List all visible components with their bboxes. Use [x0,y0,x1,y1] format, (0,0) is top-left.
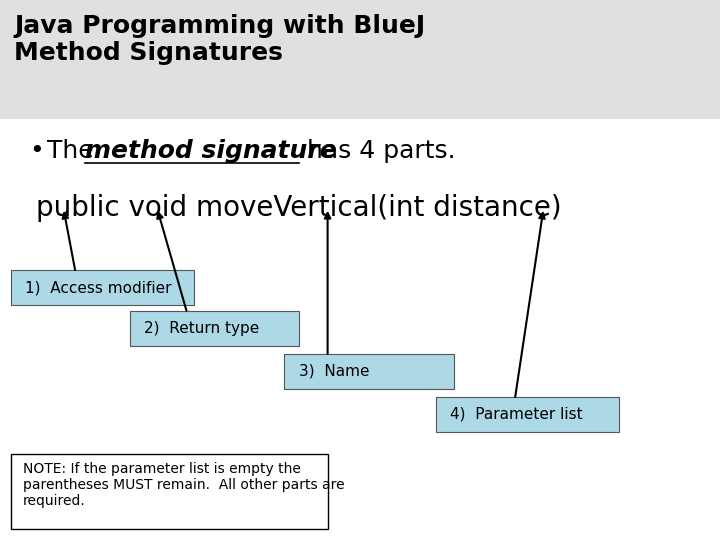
Text: public void moveVertical(int distance): public void moveVertical(int distance) [36,194,562,222]
FancyBboxPatch shape [284,354,454,389]
Text: has 4 parts.: has 4 parts. [299,139,456,163]
Text: 2)  Return type: 2) Return type [144,321,259,335]
Text: method signature: method signature [85,139,336,163]
Text: 1)  Access modifier: 1) Access modifier [25,280,171,295]
FancyBboxPatch shape [130,310,299,346]
Text: •: • [29,139,43,163]
FancyBboxPatch shape [436,397,619,432]
Text: 3)  Name: 3) Name [299,364,369,379]
FancyBboxPatch shape [11,454,328,529]
Text: NOTE: If the parameter list is empty the
parentheses MUST remain.  All other par: NOTE: If the parameter list is empty the… [23,462,345,508]
FancyBboxPatch shape [11,270,194,305]
FancyBboxPatch shape [0,0,720,119]
Text: 4)  Parameter list: 4) Parameter list [450,407,582,422]
Text: The: The [47,139,102,163]
Text: Java Programming with BlueJ
Method Signatures: Java Programming with BlueJ Method Signa… [14,14,426,65]
